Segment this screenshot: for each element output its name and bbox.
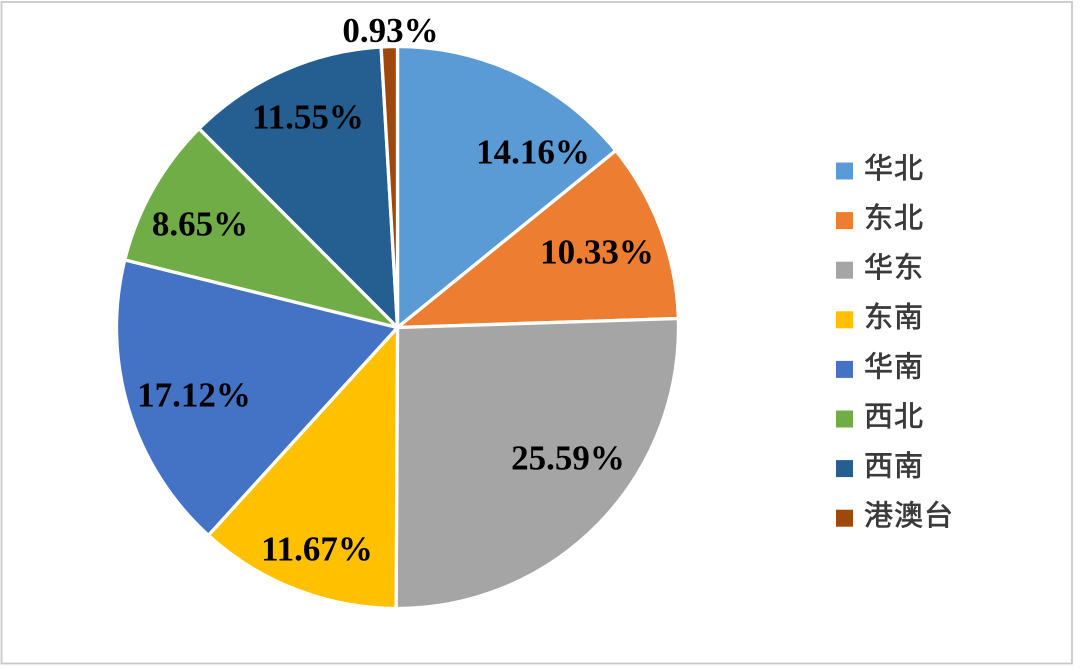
svg-text:0.93%: 0.93% [342, 11, 438, 50]
svg-text:17.12%: 17.12% [137, 376, 251, 415]
svg-text:11.55%: 11.55% [252, 98, 364, 137]
svg-text:10.33%: 10.33% [540, 233, 654, 272]
svg-text:25.59%: 25.59% [511, 439, 625, 478]
svg-text:11.67%: 11.67% [261, 530, 373, 569]
svg-text:14.16%: 14.16% [476, 133, 590, 172]
svg-text:8.65%: 8.65% [152, 205, 248, 244]
